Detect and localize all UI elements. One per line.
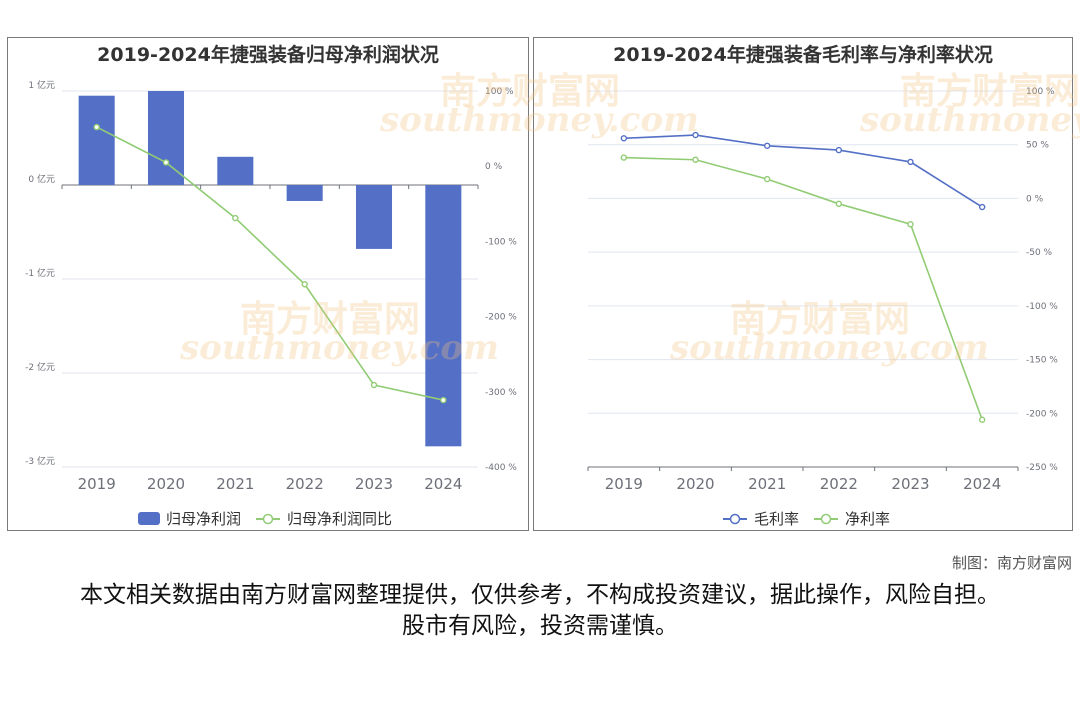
data-point [620,135,628,142]
chart-credit: 制图：南方财富网 [951,554,1072,572]
y-tick-label: 0 % [1026,194,1044,204]
legend: 归母净利润 归母净利润同比 [138,508,392,529]
net-profit-chart-panel: 2019-2024年捷强装备归母净利润状况 1 亿元 0 亿元 -1 亿元 -2 亿元… [7,37,529,531]
y2-tick-label: -200 % [485,313,517,323]
x-tick-label: 2024 [963,475,1001,493]
bar [147,91,185,185]
data-point [835,200,843,208]
y-tick-label: -250 % [1026,463,1058,473]
disclaimer-text: 本文相关数据由南方财富网整理提供，仅供参考，不构成投资建议，据此操作，风险自担。… [80,582,1000,639]
series-line [623,134,983,208]
data-point [835,146,843,154]
data-point [692,131,699,139]
data-point [232,214,239,222]
data-point [978,203,986,211]
x-tick-label: 2019 [605,475,643,493]
y2-tick-label: -100 % [485,237,517,247]
data-point [763,142,771,149]
legend-label: 净利率 [845,510,891,528]
data-point [907,158,914,166]
legend: 毛利率 净利率 [722,508,890,529]
legend-label: 毛利率 [754,510,800,528]
margin-chart: 100 % 50 % 0 % -50 % -100 % -150 % -200 % -250 … [587,87,1058,493]
x-tick-label: 2021 [748,475,786,493]
legend-line-swatch [256,513,281,524]
y-tick-label: -1 亿元 [25,267,55,279]
data-point [440,396,447,404]
x-tick-label: 2022 [820,475,858,493]
y-tick-label: -100 % [1026,302,1058,312]
y2-tick-label: -400 % [485,463,517,473]
y-tick-label: 0 亿元 [28,173,55,185]
data-point [763,175,771,183]
bar [217,156,254,185]
legend-line-swatch [723,513,747,524]
x-tick-label: 2019 [78,475,116,493]
y-tick-label: -150 % [1026,356,1058,366]
data-point [162,159,170,166]
x-tick-label: 2023 [891,475,929,493]
x-tick-label: 2024 [424,475,462,493]
data-point [978,416,986,423]
bar [355,185,393,249]
data-point [301,281,308,288]
legend-line-swatch [814,513,839,524]
y-tick-label: 50 % [1026,141,1049,151]
y-tick-label: -3 亿元 [25,455,55,467]
y2-tick-label: 100 % [485,87,514,97]
series-line [96,126,444,401]
chart-title: 2019-2024年捷强装备毛利率与净利率状况 [613,44,993,66]
net-profit-chart: 1 亿元 0 亿元 -1 亿元 -2 亿元 -3 亿元 100 % 0 % -100 % -20… [25,79,517,493]
x-tick-label: 2020 [676,475,714,493]
x-tick-label: 2020 [147,475,185,493]
data-point [370,381,378,389]
x-tick-label: 2022 [286,475,324,493]
data-point [620,154,628,161]
x-tick-label: 2021 [216,475,254,493]
bar [425,185,462,447]
data-point [93,123,100,131]
margin-chart-panel: 2019-2024年捷强装备毛利率与净利率状况 100 % 50 % 0 % -50 … [533,37,1073,531]
chart-title: 2019-2024年捷强装备归母净利润状况 [97,44,439,66]
bar [286,185,323,201]
y2-tick-label: 0 % [485,162,503,172]
data-point [907,221,914,228]
x-tick-label: 2023 [355,475,393,493]
y-tick-label: -200 % [1026,409,1058,419]
legend-label: 归母净利润同比 [287,510,393,528]
data-point [692,156,699,163]
legend-label: 归母净利润 [166,510,242,528]
y-tick-label: -50 % [1026,248,1053,258]
y-tick-label: -2 亿元 [25,361,55,373]
legend-bar-swatch [138,512,160,525]
series-line [623,156,983,421]
bar [78,95,115,185]
y2-tick-label: -300 % [485,388,517,398]
y-tick-label: 1 亿元 [28,79,55,91]
y-tick-label: 100 % [1026,87,1055,97]
